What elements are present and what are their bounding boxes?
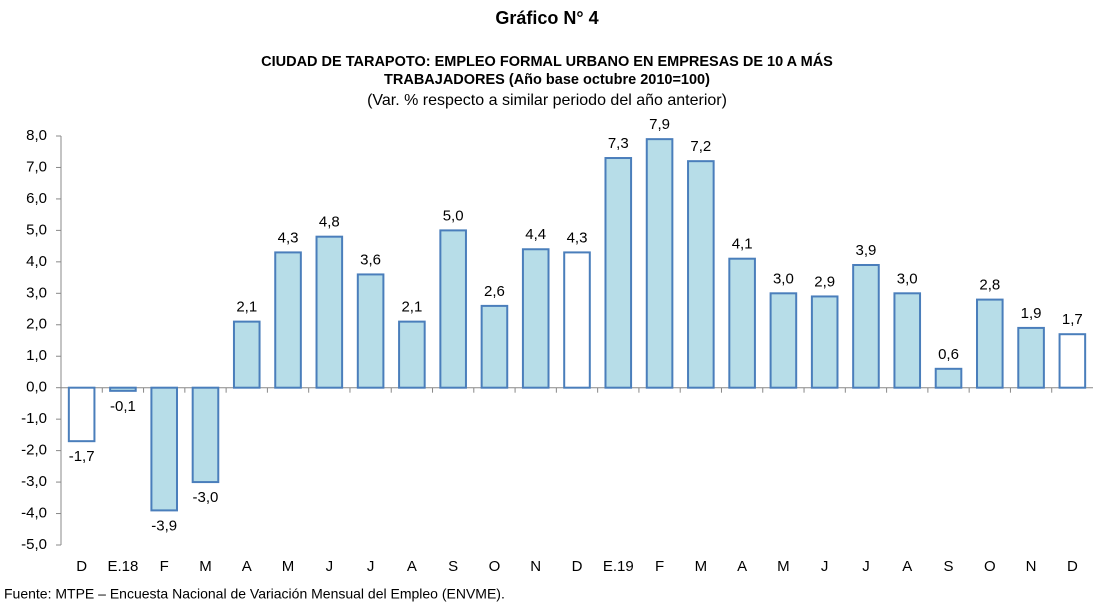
x-tick-label: A [902,558,912,575]
value-label: 4,4 [525,226,546,243]
value-label: -1,7 [69,448,95,465]
value-label: 3,6 [360,251,381,268]
bar [439,229,467,389]
x-tick-label: O [984,558,996,575]
x-tick-label: M [777,558,790,575]
bar [563,251,591,389]
y-tick-label: -4,0 [21,505,47,522]
x-tick-label: D [1067,558,1078,575]
x-tick-label: J [821,558,829,575]
chart-note: (Var. % respecto a similar periodo del a… [367,92,727,109]
x-tick-label: F [160,558,169,575]
value-label: 7,9 [649,116,670,133]
chart-title: Gráfico N° 4 [495,8,598,28]
value-label: 2,8 [979,277,1000,294]
x-tick-label: J [862,558,870,575]
x-tick-label: D [76,558,87,575]
y-tick-label: 0,0 [26,379,47,396]
x-tick-label: O [489,558,501,575]
bar [934,367,963,389]
x-tick-label: A [737,558,747,575]
bar [1017,326,1045,389]
x-tick-label: N [530,558,541,575]
value-label: 1,9 [1021,305,1042,322]
value-label: 0,6 [938,346,959,363]
bar [150,386,178,512]
y-tick-label: 7,0 [26,158,47,175]
value-label: 4,3 [278,229,299,246]
bar [893,292,922,389]
bar [67,386,96,443]
value-label: 7,2 [690,138,711,155]
value-label: 2,1 [236,299,257,316]
x-tick-label: S [944,558,954,575]
value-label: 2,6 [484,283,505,300]
source-note: Fuente: MTPE – Encuesta Nacional de Vari… [4,586,505,602]
bar [852,263,880,389]
value-label: 2,1 [401,299,422,316]
x-tick-label: A [242,558,252,575]
chart-subtitle: TRABAJADORES (Año base octubre 2010=100) [384,72,710,88]
x-tick-label: S [448,558,458,575]
y-tick-label: 8,0 [26,127,47,144]
x-tick-label: E.18 [107,558,138,575]
value-label: 3,0 [773,270,794,287]
x-tick-label: F [655,558,664,575]
y-tick-label: 1,0 [26,347,47,364]
x-tick-label: D [572,558,583,575]
y-tick-label: 2,0 [26,316,47,333]
value-label: 4,3 [567,229,588,246]
bar [604,157,633,389]
x-tick-label: J [326,558,334,575]
value-label: 4,1 [732,236,753,253]
y-tick-label: -3,0 [21,473,47,490]
value-label: -0,1 [110,398,136,415]
bar [356,273,385,389]
bar [398,320,426,389]
y-tick-label: -2,0 [21,442,47,459]
y-tick-label: 4,0 [26,253,47,270]
chart-subtitle: CIUDAD DE TARAPOTO: EMPLEO FORMAL URBANO… [261,53,833,70]
bar [687,160,715,389]
bar [109,386,137,392]
x-tick-label: M [282,558,295,575]
x-tick-label: M [695,558,708,575]
x-tick-label: A [407,558,417,575]
bar [480,304,509,389]
x-tick-label: E.19 [603,558,634,575]
x-tick-label: M [199,558,212,575]
bar [274,251,302,389]
bar [810,295,839,389]
bar [769,292,798,389]
bar [315,235,344,389]
bar [191,386,220,484]
value-label: 7,3 [608,135,629,152]
value-label: 3,0 [897,270,918,287]
bar [728,257,756,389]
value-label: 5,0 [443,207,464,224]
y-tick-label: 5,0 [26,221,47,238]
bar [976,298,1004,389]
value-label: 4,8 [319,214,340,231]
x-tick-label: N [1026,558,1037,575]
bar [521,248,550,389]
y-tick-label: -5,0 [21,536,47,553]
y-tick-label: -1,0 [21,410,47,427]
value-label: 2,9 [814,273,835,290]
bar [232,320,261,389]
x-tick-label: J [367,558,375,575]
y-tick-label: 3,0 [26,284,47,301]
value-label: -3,9 [151,517,177,534]
value-label: 3,9 [856,242,877,259]
value-label: 1,7 [1062,311,1083,328]
bar [645,138,674,389]
y-tick-label: 6,0 [26,190,47,207]
bar [1058,333,1087,389]
value-label: -3,0 [193,489,219,506]
